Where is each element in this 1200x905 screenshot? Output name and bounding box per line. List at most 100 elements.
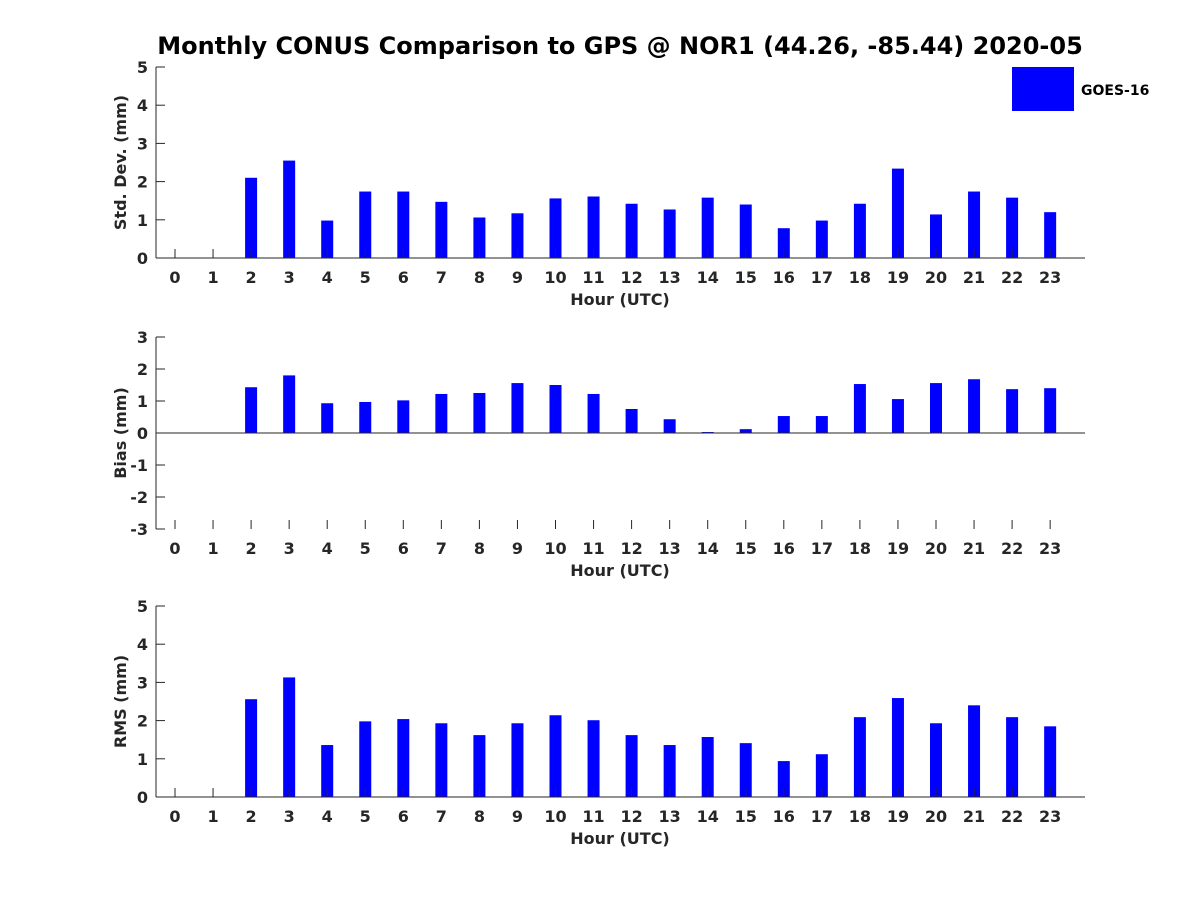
bar-bias-hour-19 xyxy=(891,399,904,433)
y-axis-label: Bias (mm) xyxy=(111,387,130,479)
x-tick-label: 19 xyxy=(887,807,909,826)
bar-rms-hour-19 xyxy=(891,698,904,797)
x-tick-label: 23 xyxy=(1039,807,1061,826)
x-tick-label: 21 xyxy=(963,807,985,826)
bar-rms-hour-9 xyxy=(511,723,524,797)
bar-rms-hour-8 xyxy=(473,735,486,797)
bar-std-dev-hour-10 xyxy=(549,198,562,258)
x-tick-label: 0 xyxy=(169,807,180,826)
bar-bias-hour-10 xyxy=(549,385,562,433)
x-tick-label: 1 xyxy=(207,807,218,826)
y-tick-label: 1 xyxy=(137,750,148,769)
bar-bias-hour-7 xyxy=(435,393,448,433)
x-tick-label: 11 xyxy=(582,539,604,558)
bar-std-dev-hour-13 xyxy=(663,209,676,258)
x-tick-label: 9 xyxy=(512,807,523,826)
bar-bias-hour-2 xyxy=(245,387,258,433)
y-tick-label: 0 xyxy=(137,249,148,268)
x-tick-label: 2 xyxy=(246,268,257,287)
x-axis-label: Hour (UTC) xyxy=(570,829,670,848)
bar-rms-hour-16 xyxy=(777,761,790,797)
bar-std-dev-hour-3 xyxy=(283,160,296,258)
bar-bias-hour-21 xyxy=(968,379,981,433)
y-tick-label: 2 xyxy=(137,360,148,379)
x-axis-label: Hour (UTC) xyxy=(570,290,670,309)
x-tick-label: 5 xyxy=(360,268,371,287)
bar-rms-hour-22 xyxy=(1006,717,1019,797)
x-tick-label: 19 xyxy=(887,539,909,558)
x-tick-label: 20 xyxy=(925,539,947,558)
x-tick-label: 6 xyxy=(398,807,409,826)
x-tick-label: 6 xyxy=(398,268,409,287)
x-tick-label: 6 xyxy=(398,539,409,558)
legend-swatch xyxy=(1012,67,1074,111)
bar-rms-hour-4 xyxy=(321,745,334,797)
x-tick-label: 3 xyxy=(284,268,295,287)
bar-std-dev-hour-15 xyxy=(739,204,752,258)
bar-std-dev-hour-19 xyxy=(891,168,904,258)
bar-bias-hour-8 xyxy=(473,393,486,433)
y-tick-label: 0 xyxy=(137,788,148,807)
bar-bias-hour-18 xyxy=(853,384,866,433)
x-tick-label: 3 xyxy=(284,539,295,558)
y-tick-label: 2 xyxy=(137,712,148,731)
bar-std-dev-hour-7 xyxy=(435,201,448,258)
legend: GOES-16 xyxy=(1012,67,1149,111)
bar-bias-hour-5 xyxy=(359,401,372,433)
x-tick-label: 20 xyxy=(925,268,947,287)
x-tick-label: 8 xyxy=(474,268,485,287)
x-tick-label: 14 xyxy=(697,268,719,287)
x-tick-label: 16 xyxy=(773,268,795,287)
x-tick-label: 18 xyxy=(849,807,871,826)
x-tick-label: 17 xyxy=(811,539,833,558)
x-tick-label: 13 xyxy=(659,807,681,826)
x-tick-label: 17 xyxy=(811,807,833,826)
y-tick-label: 5 xyxy=(137,597,148,616)
bar-std-dev-hour-6 xyxy=(397,191,410,258)
x-tick-label: 22 xyxy=(1001,807,1023,826)
y-tick-label: 4 xyxy=(137,96,148,115)
x-tick-label: 0 xyxy=(169,539,180,558)
x-tick-label: 22 xyxy=(1001,268,1023,287)
y-tick-label: 3 xyxy=(137,673,148,692)
x-tick-label: 3 xyxy=(284,807,295,826)
x-tick-label: 9 xyxy=(512,268,523,287)
x-tick-label: 1 xyxy=(207,268,218,287)
x-tick-label: 13 xyxy=(659,539,681,558)
x-tick-label: 10 xyxy=(544,807,566,826)
bar-std-dev-hour-14 xyxy=(701,197,714,258)
x-tick-label: 2 xyxy=(246,807,257,826)
x-tick-label: 4 xyxy=(322,539,333,558)
x-tick-label: 8 xyxy=(474,807,485,826)
bar-bias-hour-13 xyxy=(663,419,676,433)
bar-std-dev-hour-16 xyxy=(777,228,790,258)
x-tick-label: 12 xyxy=(620,807,642,826)
bar-bias-hour-11 xyxy=(587,393,600,433)
x-tick-label: 5 xyxy=(360,539,371,558)
x-tick-label: 4 xyxy=(322,807,333,826)
bar-rms-hour-5 xyxy=(359,721,372,797)
y-tick-label: 1 xyxy=(137,211,148,230)
bar-std-dev-hour-18 xyxy=(853,203,866,258)
bar-std-dev-hour-12 xyxy=(625,203,638,258)
x-tick-label: 18 xyxy=(849,539,871,558)
x-tick-label: 0 xyxy=(169,268,180,287)
bar-rms-hour-20 xyxy=(930,723,942,797)
y-tick-label: 0 xyxy=(137,424,148,443)
x-tick-label: 4 xyxy=(322,268,333,287)
bar-bias-hour-23 xyxy=(1044,388,1057,433)
bar-std-dev-hour-21 xyxy=(968,191,981,258)
bar-rms-hour-11 xyxy=(587,720,600,797)
y-axis-label: RMS (mm) xyxy=(111,655,130,748)
x-tick-label: 15 xyxy=(735,268,757,287)
bar-rms-hour-23 xyxy=(1044,726,1057,797)
x-tick-label: 7 xyxy=(436,268,447,287)
x-tick-label: 18 xyxy=(849,268,871,287)
bar-rms-hour-17 xyxy=(815,754,828,797)
x-tick-label: 17 xyxy=(811,268,833,287)
bar-rms-hour-12 xyxy=(625,735,638,797)
bar-rms-hour-3 xyxy=(283,677,296,797)
